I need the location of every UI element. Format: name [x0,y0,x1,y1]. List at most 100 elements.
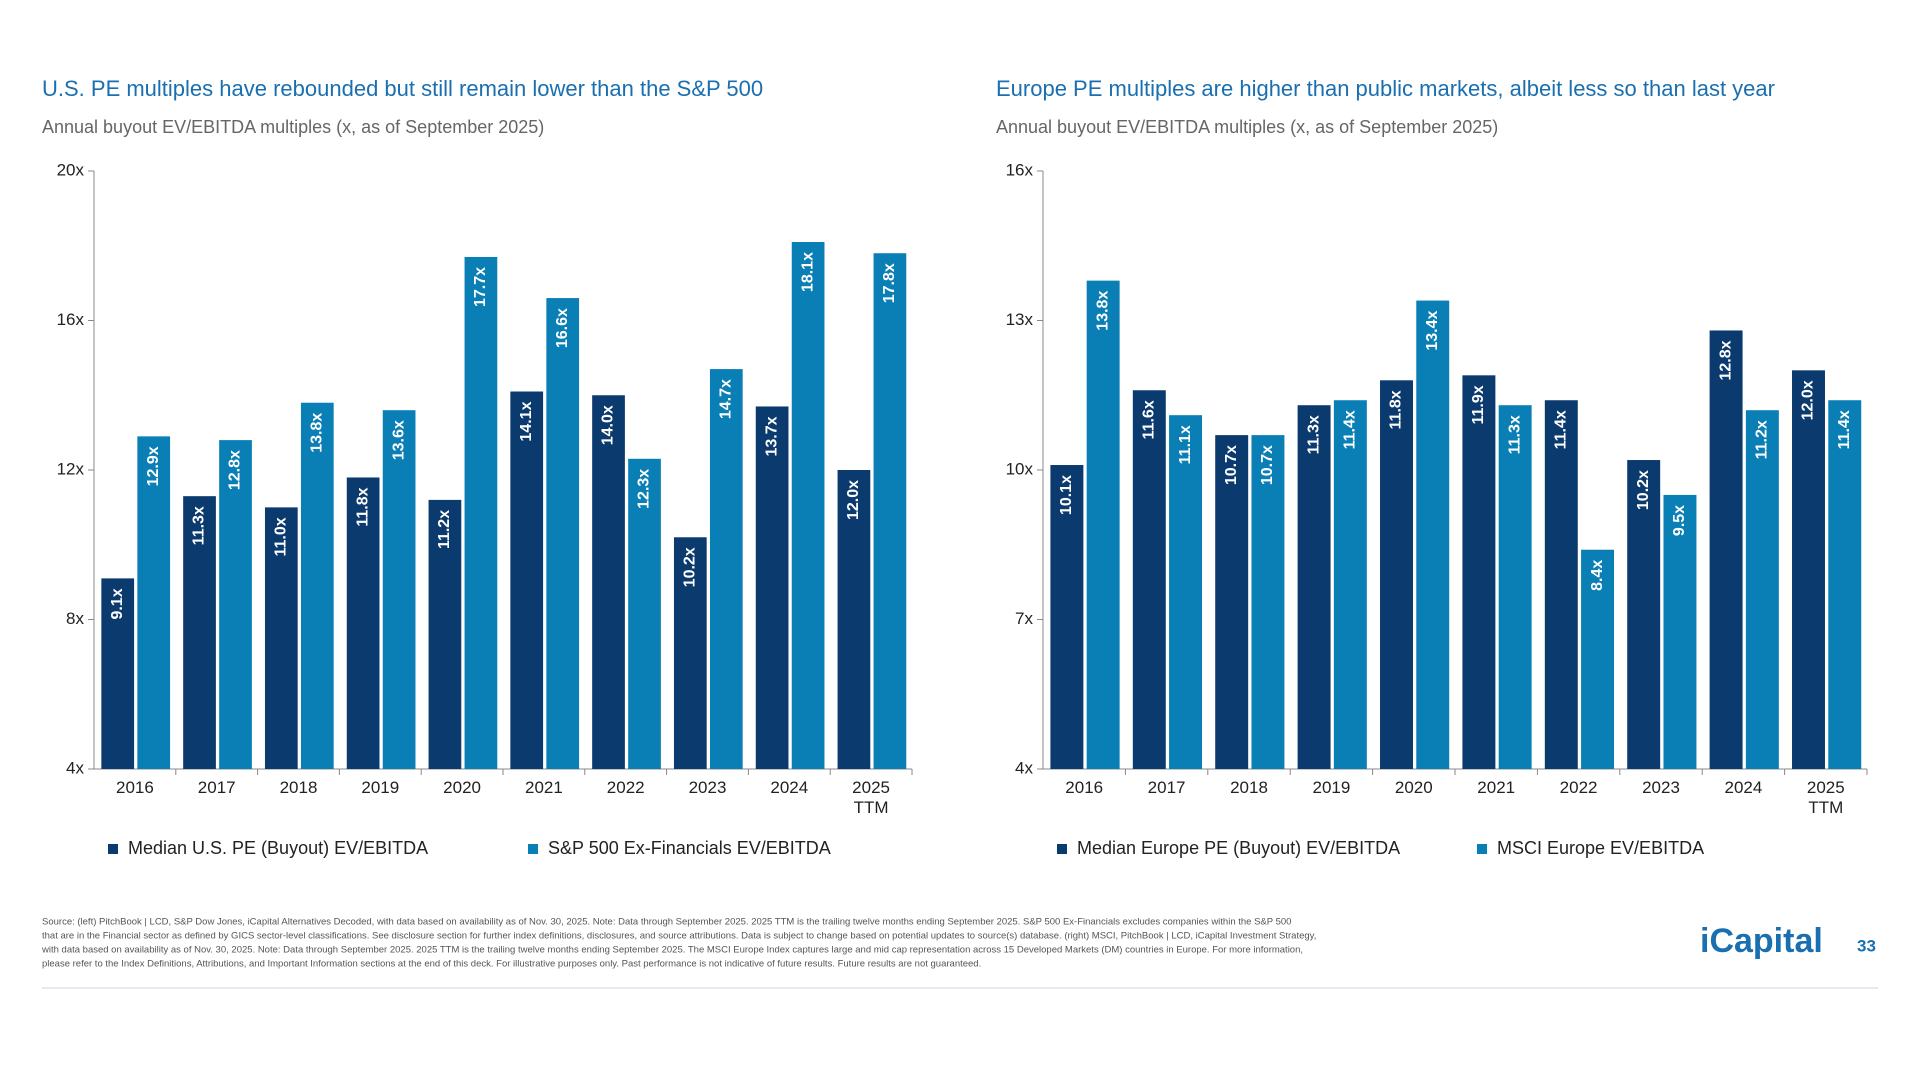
x-tick-label: 2019 [1312,778,1350,797]
value-label: 11.3x [1305,415,1322,454]
value-label: 11.4x [1836,410,1853,449]
y-tick-label: 4x [66,758,84,777]
value-label: 11.2x [436,510,453,549]
x-tick-label: 2018 [1230,778,1268,797]
bar [709,369,743,769]
y-tick-label: 13x [1006,310,1034,329]
x-tick-label: 2023 [1642,778,1680,797]
footer-source: please refer to the Index Definitions, A… [42,959,981,970]
value-label: 11.0x [273,517,290,556]
y-tick-label: 8x [66,609,84,628]
value-label: 9.5x [1671,505,1688,536]
value-label: 11.6x [1141,400,1158,439]
legend-label: S&P 500 Ex-Financials EV/EBITDA [548,838,831,858]
y-tick-label: 4x [1015,758,1033,777]
legend-swatch [528,844,538,854]
x-tick-label: 2017 [1148,778,1186,797]
bar [101,578,135,769]
page-number: 33 [1857,936,1876,955]
x-tick-label: 2022 [607,778,645,797]
chart-subtitle: Annual buyout EV/EBITDA multiples (x, as… [42,117,544,137]
footer-source: Source: (left) PitchBook | LCD, S&P Dow … [42,917,1291,928]
value-label: 14.7x [718,379,735,419]
value-label: 16.6x [554,308,571,348]
bar [1498,405,1532,769]
value-label: 11.8x [1388,390,1405,429]
value-label: 8.4x [1589,560,1606,591]
bar [1828,400,1862,769]
bar [1333,400,1367,769]
value-label: 17.7x [472,267,489,307]
x-tick-label: 2021 [525,778,563,797]
value-label: 10.1x [1058,475,1075,515]
legend-swatch [108,844,118,854]
value-label: 18.1x [799,252,816,292]
value-label: 12.0x [1800,380,1817,420]
bar [791,242,825,769]
footer-source: that are in the Financial sector as defi… [42,931,1316,942]
x-tick-label: 2018 [280,778,318,797]
bar [1544,400,1578,769]
value-label: 13.8x [309,413,326,453]
x-tick-label: 2017 [198,778,236,797]
value-label: 11.2x [1754,420,1771,459]
x-tick-label: 2025 TTM [852,778,890,817]
chart-title: Europe PE multiples are higher than publ… [996,76,1775,101]
logo: iCapital [1700,922,1823,960]
value-label: 11.3x [1506,415,1523,454]
value-label: 11.8x [354,487,371,526]
value-label: 10.2x [1635,470,1652,510]
legend-swatch [1477,844,1487,854]
bar [837,470,871,769]
bar [1581,549,1615,769]
bar [183,496,216,769]
bar [1663,494,1697,769]
x-tick-label: 2021 [1477,778,1515,797]
bar [1132,390,1166,769]
bar [592,395,625,769]
bar [1745,410,1779,769]
bar [1086,280,1120,769]
x-tick-label: 2019 [361,778,399,797]
value-label: 10.7x [1259,445,1276,485]
bar [1050,465,1084,769]
bar [1169,415,1203,769]
x-tick-label: 2016 [116,778,154,797]
value-label: 10.2x [682,547,699,587]
bar [1297,405,1331,769]
value-label: 14.0x [600,405,617,445]
bar [755,406,789,769]
bar [628,458,661,769]
value-label: 12.9x [145,446,162,486]
x-tick-label: 2023 [689,778,727,797]
bar [1462,375,1496,769]
legend-label: MSCI Europe EV/EBITDA [1497,838,1704,858]
bar [673,537,707,769]
bar [428,499,462,769]
legend-label: Median Europe PE (Buyout) EV/EBITDA [1077,838,1400,858]
bar [1251,435,1285,769]
y-tick-label: 12x [57,459,85,478]
value-label: 11.4x [1553,410,1570,449]
bar [510,391,544,769]
chart-subtitle: Annual buyout EV/EBITDA multiples (x, as… [996,117,1498,137]
bar [137,436,171,769]
bar [346,477,380,769]
value-label: 14.1x [518,401,535,441]
bar [1792,370,1825,769]
legend-swatch [1057,844,1067,854]
value-label: 13.4x [1424,310,1441,350]
legend-label: Median U.S. PE (Buyout) EV/EBITDA [128,838,428,858]
bar [464,256,498,769]
value-label: 11.3x [191,506,208,545]
value-label: 13.6x [390,420,407,460]
bar [1380,380,1413,769]
x-tick-label: 2020 [1395,778,1433,797]
value-label: 11.4x [1342,410,1359,449]
x-tick-label: 2022 [1560,778,1598,797]
value-label: 17.8x [881,263,898,303]
bar [1215,435,1249,769]
y-tick-label: 10x [1006,459,1034,478]
y-tick-label: 20x [57,160,85,179]
